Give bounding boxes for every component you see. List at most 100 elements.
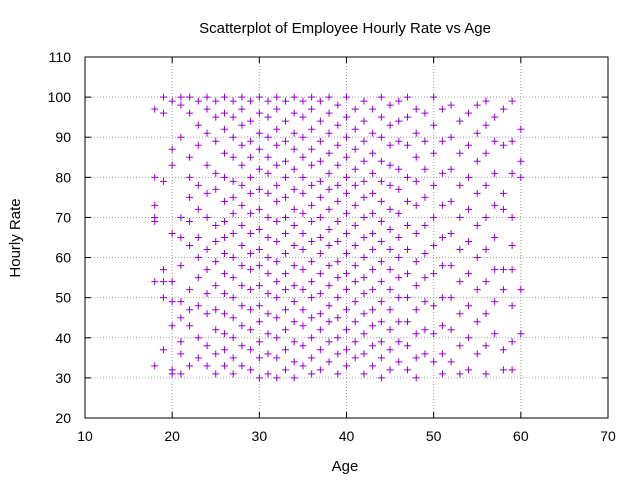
data-point — [229, 229, 237, 237]
data-point — [421, 109, 429, 117]
data-point — [264, 169, 272, 177]
data-point — [220, 125, 228, 133]
data-point — [491, 137, 499, 145]
data-point — [325, 225, 333, 233]
data-point — [343, 346, 350, 354]
data-point — [438, 370, 446, 378]
data-point — [369, 322, 377, 330]
data-point — [465, 109, 473, 117]
data-point — [168, 161, 176, 169]
data-point — [369, 229, 377, 237]
data-point — [447, 165, 455, 173]
data-point — [482, 149, 490, 157]
data-point — [473, 318, 481, 326]
data-point — [316, 290, 324, 298]
data-point — [273, 141, 281, 149]
data-point — [281, 117, 289, 125]
data-point — [290, 282, 298, 290]
data-point — [151, 201, 159, 209]
data-point — [212, 238, 220, 246]
data-point — [168, 278, 176, 286]
data-point — [229, 254, 237, 262]
data-point — [220, 330, 228, 338]
data-point — [255, 246, 263, 254]
data-point — [508, 137, 516, 145]
data-point — [430, 93, 438, 101]
data-point — [325, 169, 333, 177]
data-point — [229, 177, 237, 185]
data-point — [456, 342, 464, 350]
data-point — [212, 185, 220, 193]
data-point — [247, 137, 255, 145]
data-point — [212, 221, 220, 229]
data-point — [508, 366, 516, 374]
data-point — [177, 101, 185, 109]
data-point — [377, 197, 385, 205]
data-point — [517, 173, 525, 181]
data-point — [316, 97, 324, 105]
data-point — [447, 133, 455, 141]
data-point — [421, 326, 429, 334]
data-point — [177, 338, 185, 346]
data-point — [438, 322, 446, 330]
data-point — [220, 149, 228, 157]
data-point — [404, 197, 412, 205]
data-point — [343, 270, 350, 278]
data-point — [508, 302, 516, 310]
data-point — [299, 173, 307, 181]
data-point — [316, 157, 324, 165]
data-point — [360, 97, 368, 105]
data-point — [438, 350, 446, 358]
data-point — [255, 374, 263, 382]
data-point — [299, 97, 307, 105]
data-point — [299, 342, 307, 350]
data-point — [473, 221, 481, 229]
data-point — [308, 217, 316, 225]
data-point — [508, 266, 516, 274]
data-point — [186, 93, 194, 101]
data-point — [395, 274, 403, 282]
data-point — [255, 129, 263, 137]
data-point — [220, 346, 228, 354]
data-point — [499, 366, 507, 374]
data-point — [290, 242, 298, 250]
data-point — [343, 133, 350, 141]
data-point — [168, 97, 176, 105]
data-point — [517, 125, 525, 133]
data-point — [430, 302, 438, 310]
data-point — [325, 149, 333, 157]
data-point — [334, 314, 342, 322]
data-point — [343, 326, 350, 334]
data-point — [325, 318, 333, 326]
data-point — [386, 181, 394, 189]
data-point — [299, 133, 307, 141]
data-point — [255, 205, 263, 213]
data-point — [438, 234, 446, 241]
data-point — [386, 346, 394, 354]
data-point — [299, 153, 307, 161]
data-point — [255, 282, 263, 290]
data-point — [325, 205, 333, 213]
data-point — [194, 141, 202, 149]
data-point — [238, 93, 246, 101]
data-point — [194, 334, 202, 342]
data-point — [264, 113, 272, 121]
data-point — [465, 366, 473, 374]
data-point — [299, 362, 307, 370]
data-point — [430, 149, 438, 157]
data-point — [247, 189, 255, 197]
data-point — [465, 173, 473, 181]
data-point — [203, 246, 211, 254]
data-point — [316, 117, 324, 125]
data-point — [290, 298, 298, 306]
data-point — [447, 358, 455, 366]
data-point — [360, 254, 368, 262]
data-point — [482, 97, 490, 105]
data-point — [343, 229, 350, 237]
x-tick-label: 10 — [77, 428, 93, 444]
data-point — [308, 238, 316, 246]
data-point — [281, 193, 289, 201]
data-point — [395, 234, 403, 241]
y-tick-label: 30 — [55, 370, 71, 386]
y-tick-label: 100 — [48, 89, 72, 105]
